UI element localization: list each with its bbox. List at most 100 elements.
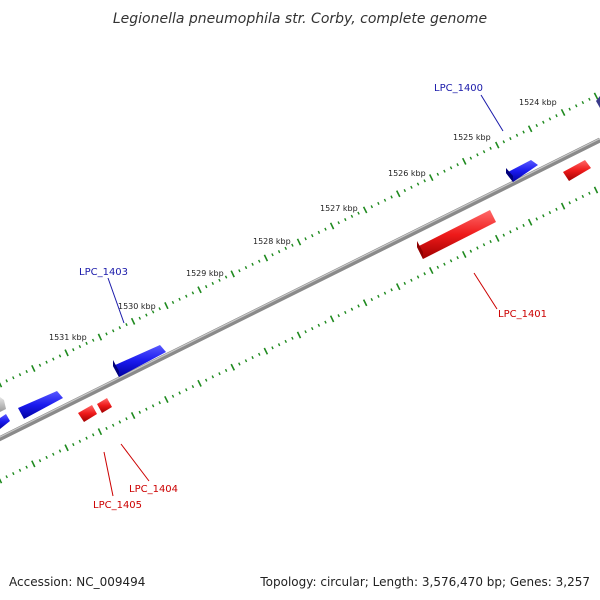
- outer-tick: [304, 237, 307, 241]
- outer-tick: [436, 172, 440, 176]
- outer-tick: [25, 369, 28, 374]
- ruler-label-1524: 1524 kbp: [519, 98, 557, 107]
- inner-tick: [317, 323, 321, 327]
- outer-tick: [138, 316, 142, 320]
- inner-tick: [357, 304, 360, 308]
- inner-tick: [390, 288, 393, 292]
- outer-tick-track: [0, 92, 599, 388]
- inner-tick: [125, 417, 128, 421]
- inner-tick: [12, 471, 15, 476]
- gene-label-lpc-1401[interactable]: LPC_1401: [498, 309, 547, 320]
- inner-tick: [52, 452, 55, 456]
- inner-tick: [410, 278, 413, 282]
- gene-label-lpc-1403[interactable]: LPC_1403: [79, 267, 128, 278]
- callout-line-lpc-1401: [473, 272, 498, 310]
- outer-tick: [522, 130, 525, 134]
- outer-tick: [581, 100, 585, 105]
- gene-lpc-1401-arrow[interactable]: [417, 210, 496, 259]
- outer-tick: [105, 332, 108, 336]
- gene-label-lpc-1400[interactable]: LPC_1400: [434, 83, 483, 94]
- outer-tick: [494, 141, 500, 149]
- inner-tick: [230, 363, 236, 371]
- inner-tick: [588, 191, 591, 195]
- outer-tick: [171, 300, 175, 305]
- inner-tick: [224, 368, 228, 373]
- outer-tick: [224, 275, 228, 279]
- outer-tick: [395, 190, 401, 198]
- inner-tick: [522, 223, 525, 228]
- outer-tick: [111, 329, 115, 333]
- outer-tick: [337, 221, 340, 225]
- outer-tick: [428, 174, 434, 182]
- outer-tick: [423, 179, 426, 183]
- outer-tick: [317, 230, 321, 234]
- outer-tick: [296, 238, 302, 246]
- outer-tick: [118, 326, 122, 330]
- inner-tick: [581, 194, 585, 199]
- outer-tick: [97, 333, 103, 341]
- inner-tick: [277, 343, 281, 347]
- gene-lpc-1404-arrow[interactable]: [78, 405, 97, 422]
- outer-tick: [548, 117, 552, 121]
- inner-tick: [502, 233, 506, 237]
- ruler-label-1528: 1528 kbp: [253, 237, 291, 246]
- outer-tick: [185, 294, 188, 298]
- inner-tick: [45, 455, 48, 460]
- inner-tick: [164, 395, 169, 403]
- inner-tick: [337, 314, 340, 318]
- outer-tick: [370, 205, 374, 209]
- outer-tick: [469, 156, 473, 160]
- inner-tick: [482, 243, 486, 247]
- outer-tick: [403, 188, 407, 193]
- gene-forward-arrow-left[interactable]: [18, 391, 63, 419]
- outer-tick: [58, 354, 62, 358]
- outer-tick: [324, 227, 327, 231]
- inner-tick: [489, 239, 492, 244]
- gene-grey-marker[interactable]: [0, 397, 6, 412]
- outer-tick: [489, 146, 492, 150]
- callout-line-lpc-1400: [480, 94, 504, 132]
- inner-tick: [377, 294, 380, 298]
- inner-tick: [85, 436, 88, 440]
- inner-tick: [130, 412, 136, 420]
- gene-lpc-1405-arrow[interactable]: [97, 398, 112, 413]
- outer-tick: [476, 153, 479, 157]
- gene-label-lpc-1405[interactable]: LPC_1405: [93, 500, 142, 511]
- inner-tick: [456, 256, 459, 260]
- outer-tick: [72, 348, 75, 352]
- inner-tick-track: [0, 186, 599, 484]
- outer-tick: [357, 211, 360, 215]
- gene-red-arrow-right[interactable]: [563, 160, 591, 181]
- genome-backbone: [0, 137, 600, 442]
- outer-tick: [310, 233, 314, 238]
- gene-label-lpc-1404[interactable]: LPC_1404: [129, 484, 178, 495]
- inner-tick: [509, 230, 512, 234]
- inner-tick: [329, 315, 335, 323]
- outer-tick: [251, 262, 254, 266]
- gene-forward-arrow-top-right[interactable]: [596, 96, 600, 108]
- inner-tick: [218, 372, 221, 376]
- inner-tick: [476, 246, 479, 250]
- inner-tick: [97, 428, 103, 436]
- inner-tick: [0, 478, 3, 484]
- gene-lpc-1402-arrow[interactable]: [113, 345, 166, 377]
- outer-tick: [329, 222, 335, 230]
- inner-tick: [423, 272, 426, 276]
- outer-tick: [377, 201, 380, 206]
- outer-tick: [271, 253, 274, 257]
- outer-tick: [456, 163, 459, 167]
- outer-tick: [263, 254, 269, 262]
- callout-line-lpc-1404: [120, 443, 150, 482]
- outer-tick: [568, 107, 571, 111]
- outer-tick: [482, 150, 486, 154]
- outer-tick: [164, 302, 169, 310]
- inner-tick: [395, 283, 401, 291]
- gene-lpc-1400-arrow[interactable]: [506, 160, 538, 182]
- gene-forward-arrow-edge[interactable]: [0, 414, 10, 429]
- inner-tick: [91, 433, 95, 437]
- map-title: Legionella pneumophila str. Corby, compl…: [113, 11, 487, 27]
- outer-tick: [91, 338, 95, 342]
- outer-tick: [158, 307, 161, 311]
- outer-tick: [449, 166, 453, 170]
